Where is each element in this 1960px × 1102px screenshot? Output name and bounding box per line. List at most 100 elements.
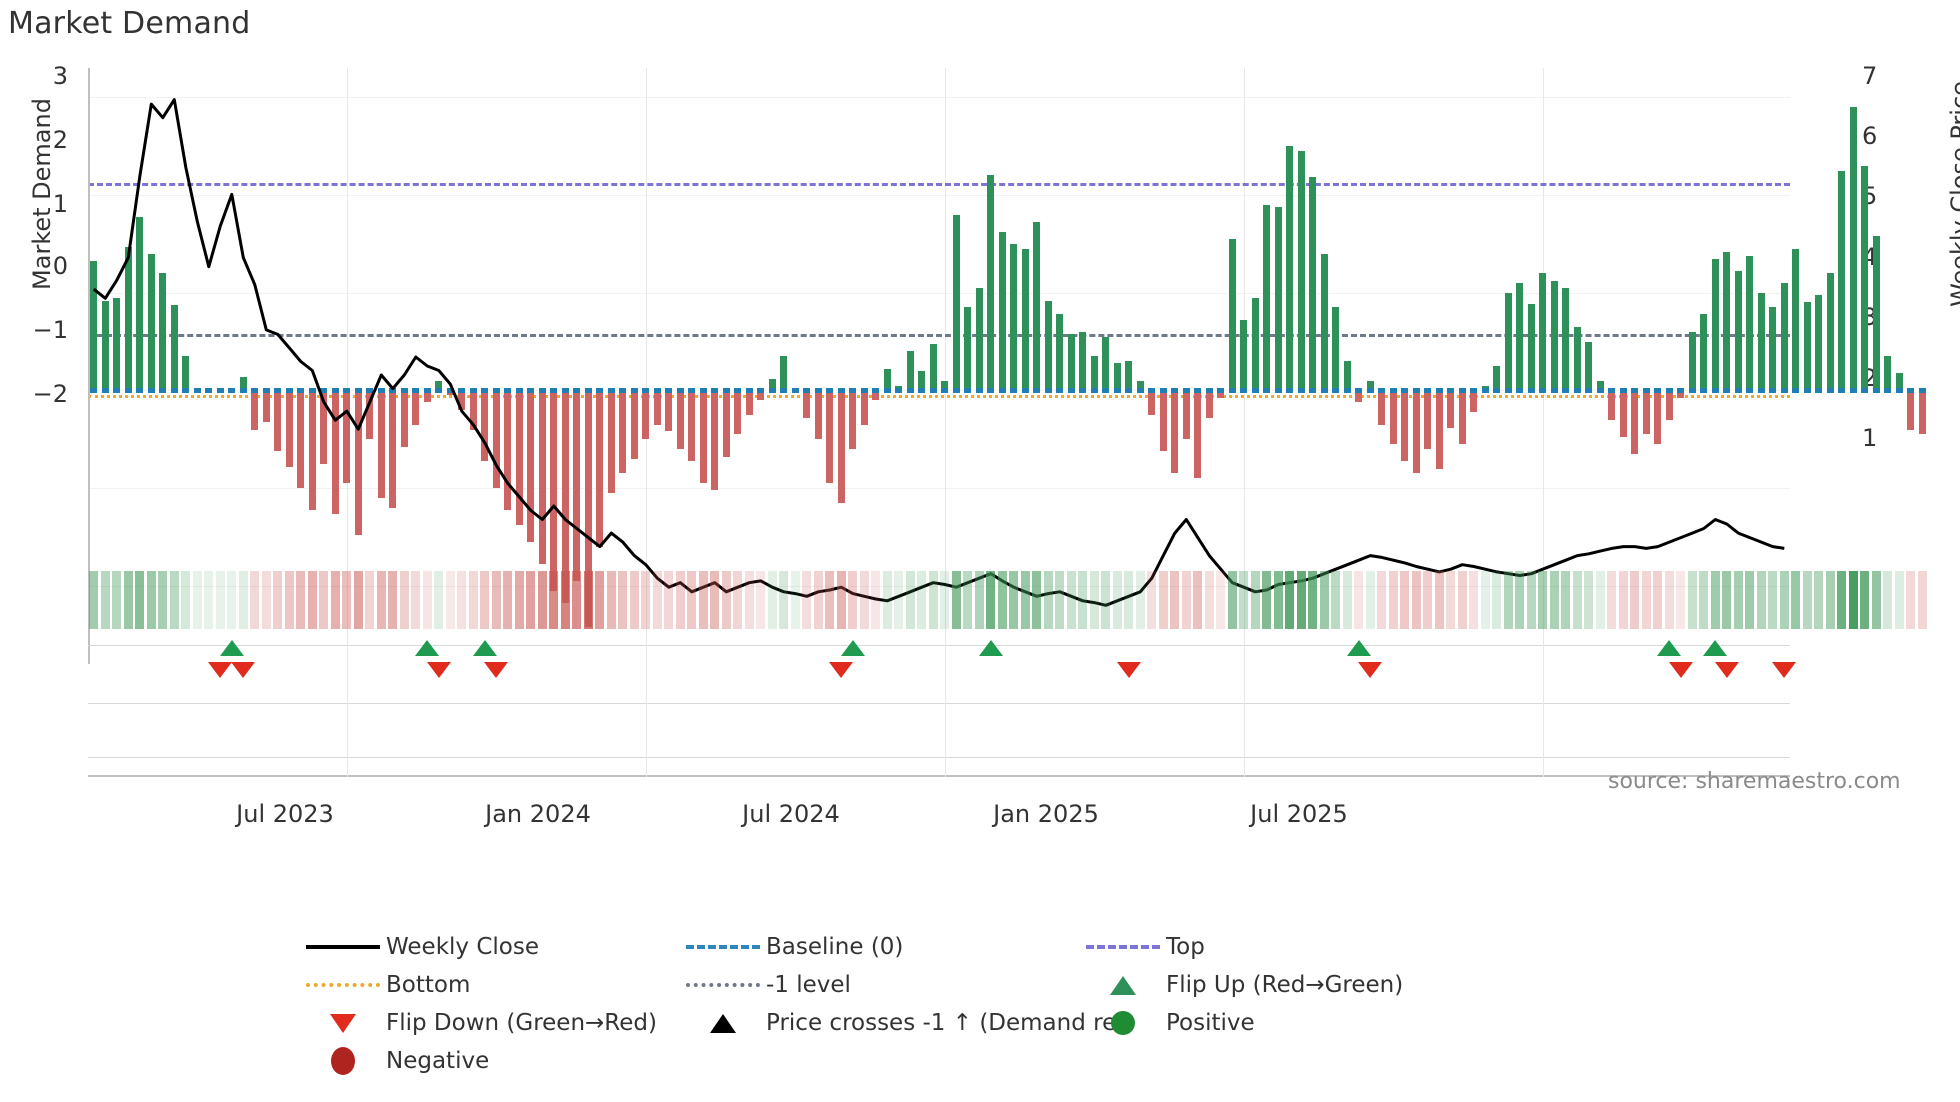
baseline-segment (1826, 388, 1834, 394)
demand-bar (1470, 390, 1478, 412)
heat-cell (1607, 571, 1617, 629)
baseline-segment (1654, 388, 1662, 394)
baseline-segment (412, 388, 420, 394)
demand-bar (435, 380, 443, 391)
baseline-segment (527, 388, 535, 394)
demand-bar (964, 307, 972, 391)
baseline-segment (872, 388, 880, 394)
gridline-v-lower (346, 640, 348, 777)
baseline-segment (538, 388, 546, 394)
baseline-segment (1297, 388, 1305, 394)
legend-item-price-crosses[interactable]: Price crosses -1 ↑ (Demand ref) (680, 1004, 1133, 1042)
legend-item-positive[interactable]: Positive (1080, 1004, 1460, 1042)
gridline-v (645, 68, 647, 664)
heat-cell (411, 571, 421, 629)
baseline-segment (849, 388, 857, 394)
demand-bar (274, 390, 282, 451)
legend-item-negative[interactable]: Negative (300, 1042, 680, 1080)
flip-down-marker (1714, 662, 1739, 678)
y-tick-left-m1: −1 (32, 316, 68, 344)
demand-bar (147, 253, 155, 391)
heat-cell (1538, 571, 1548, 629)
baseline-segment (159, 388, 167, 394)
heat-cell (1170, 571, 1180, 629)
demand-bar (1757, 292, 1765, 391)
legend-label: Price crosses -1 ↑ (Demand ref) (766, 1010, 1134, 1036)
heat-cell (1147, 571, 1157, 629)
baseline-segment (929, 388, 937, 394)
heat-cell (1066, 571, 1076, 629)
demand-bar (1861, 165, 1869, 391)
demand-bar (676, 390, 684, 450)
demand-bar (826, 390, 834, 484)
gridline-h (88, 195, 1790, 197)
heat-cell (1676, 571, 1686, 629)
heat-cell (1814, 571, 1824, 629)
baseline-segment (768, 388, 776, 394)
legend-item-bottom[interactable]: Bottom (300, 966, 680, 1004)
demand-bar (1907, 390, 1915, 430)
demand-bar (1297, 151, 1305, 391)
demand-bar (757, 390, 765, 401)
baseline-segment (1401, 388, 1409, 394)
legend-item-weekly-close[interactable]: Weekly Close (300, 928, 680, 966)
legend-item-flip-down[interactable]: Flip Down (Green→Red) (300, 1004, 680, 1042)
baseline-segment (1481, 388, 1489, 394)
heat-cell (1020, 571, 1030, 629)
demand-bar (1171, 390, 1179, 474)
baseline-segment (653, 388, 661, 394)
demand-bar (1286, 146, 1294, 391)
flip-down-marker (829, 662, 854, 678)
legend-item-flip-up[interactable]: Flip Up (Red→Green) (1080, 966, 1460, 1004)
heat-cell (951, 571, 961, 629)
top-band-line (88, 183, 1790, 186)
heat-cell (836, 571, 846, 629)
heat-cell (238, 571, 248, 629)
demand-bar (849, 390, 857, 450)
flip-up-marker (1703, 640, 1728, 656)
demand-bar (1332, 307, 1340, 391)
demand-bar (895, 385, 903, 391)
demand-bar (1240, 320, 1248, 391)
baseline-segment (826, 388, 834, 394)
weekly-close-line (92, 98, 1785, 607)
baseline-segment (1470, 388, 1478, 394)
demand-bar (1355, 390, 1363, 403)
flip-down-marker (1772, 662, 1797, 678)
heat-cell (1779, 571, 1789, 629)
heat-cell (1158, 571, 1168, 629)
baseline-segment (1125, 388, 1133, 394)
heat-cell (1181, 571, 1191, 629)
demand-bar (619, 390, 627, 474)
flip-up-marker (1657, 640, 1682, 656)
baseline-segment (1585, 388, 1593, 394)
heat-cell (445, 571, 455, 629)
heat-cell (376, 571, 386, 629)
baseline-segment (354, 388, 362, 394)
heat-cell (1055, 571, 1065, 629)
heat-cell (1434, 571, 1444, 629)
y-tick-left-3: 3 (52, 62, 68, 90)
legend-item-minus-one[interactable]: -1 level (680, 966, 1080, 1004)
heat-cell (123, 571, 133, 629)
heat-cell (227, 571, 237, 629)
baseline-segment (458, 388, 466, 394)
minus-one-line (88, 334, 1790, 337)
demand-bar (1090, 356, 1098, 391)
y-tick-left-m2: −2 (32, 380, 68, 408)
baseline-segment (1895, 388, 1903, 394)
heat-cell (1308, 571, 1318, 629)
baseline-segment (814, 388, 822, 394)
demand-bar (113, 297, 121, 391)
legend-item-top[interactable]: Top (1080, 928, 1460, 966)
legend-item-baseline[interactable]: Baseline (0) (680, 928, 1080, 966)
baseline-segment (550, 388, 558, 394)
heat-cell (1365, 571, 1375, 629)
baseline-segment (711, 388, 719, 394)
baseline-segment (1044, 388, 1052, 394)
demand-bar (159, 273, 167, 391)
baseline-segment (722, 388, 730, 394)
demand-bar (998, 232, 1006, 391)
price-polyline (92, 98, 1785, 607)
heat-cell (1089, 571, 1099, 629)
